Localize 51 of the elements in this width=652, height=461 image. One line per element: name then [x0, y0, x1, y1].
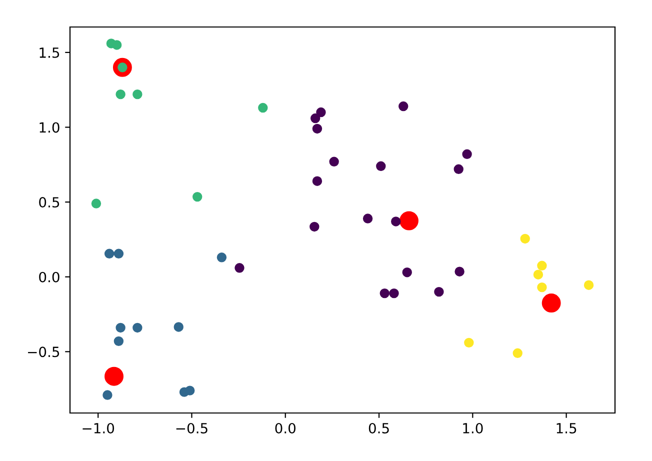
point [174, 322, 184, 332]
point [434, 286, 444, 297]
y-tick-label: 1.0 [40, 122, 60, 133]
point [584, 280, 594, 290]
point [185, 386, 195, 396]
x-tick-label: −0.5 [176, 422, 208, 434]
point [132, 89, 142, 100]
point [258, 102, 268, 113]
point [91, 198, 102, 208]
point [310, 113, 320, 124]
point [310, 222, 320, 232]
y-tick-label: 0.0 [39, 272, 60, 282]
y-tick-label: 0.5 [39, 197, 60, 208]
point [316, 107, 326, 118]
point [116, 322, 126, 333]
point [329, 156, 339, 167]
point [520, 234, 530, 244]
point [234, 263, 244, 273]
point [132, 322, 142, 333]
y-tick-label: 1.5 [40, 48, 60, 58]
point [114, 248, 124, 259]
point [376, 161, 386, 171]
point [402, 268, 412, 278]
point [462, 149, 472, 160]
point [398, 101, 408, 112]
point [104, 248, 114, 259]
x-tick-label: 0.5 [368, 422, 389, 434]
point [362, 214, 373, 224]
point [114, 336, 124, 346]
point [102, 390, 112, 400]
y-tick-label: −0.5 [28, 346, 60, 358]
point [389, 288, 399, 298]
point [216, 252, 227, 262]
point [454, 266, 464, 276]
point [533, 270, 544, 280]
x-tick-label: 0.0 [275, 422, 296, 434]
point [537, 282, 547, 292]
point [454, 164, 464, 174]
point [380, 288, 390, 298]
point [537, 260, 547, 270]
x-tick-label: −1.0 [82, 422, 114, 434]
x-tick-label: 1.5 [556, 423, 576, 434]
point [116, 89, 126, 100]
point [192, 192, 202, 202]
point [391, 216, 401, 226]
point [512, 348, 522, 358]
point [312, 176, 322, 186]
point [112, 40, 122, 50]
point [312, 124, 322, 134]
x-tick-label: 1.0 [463, 422, 483, 434]
point [464, 338, 474, 348]
